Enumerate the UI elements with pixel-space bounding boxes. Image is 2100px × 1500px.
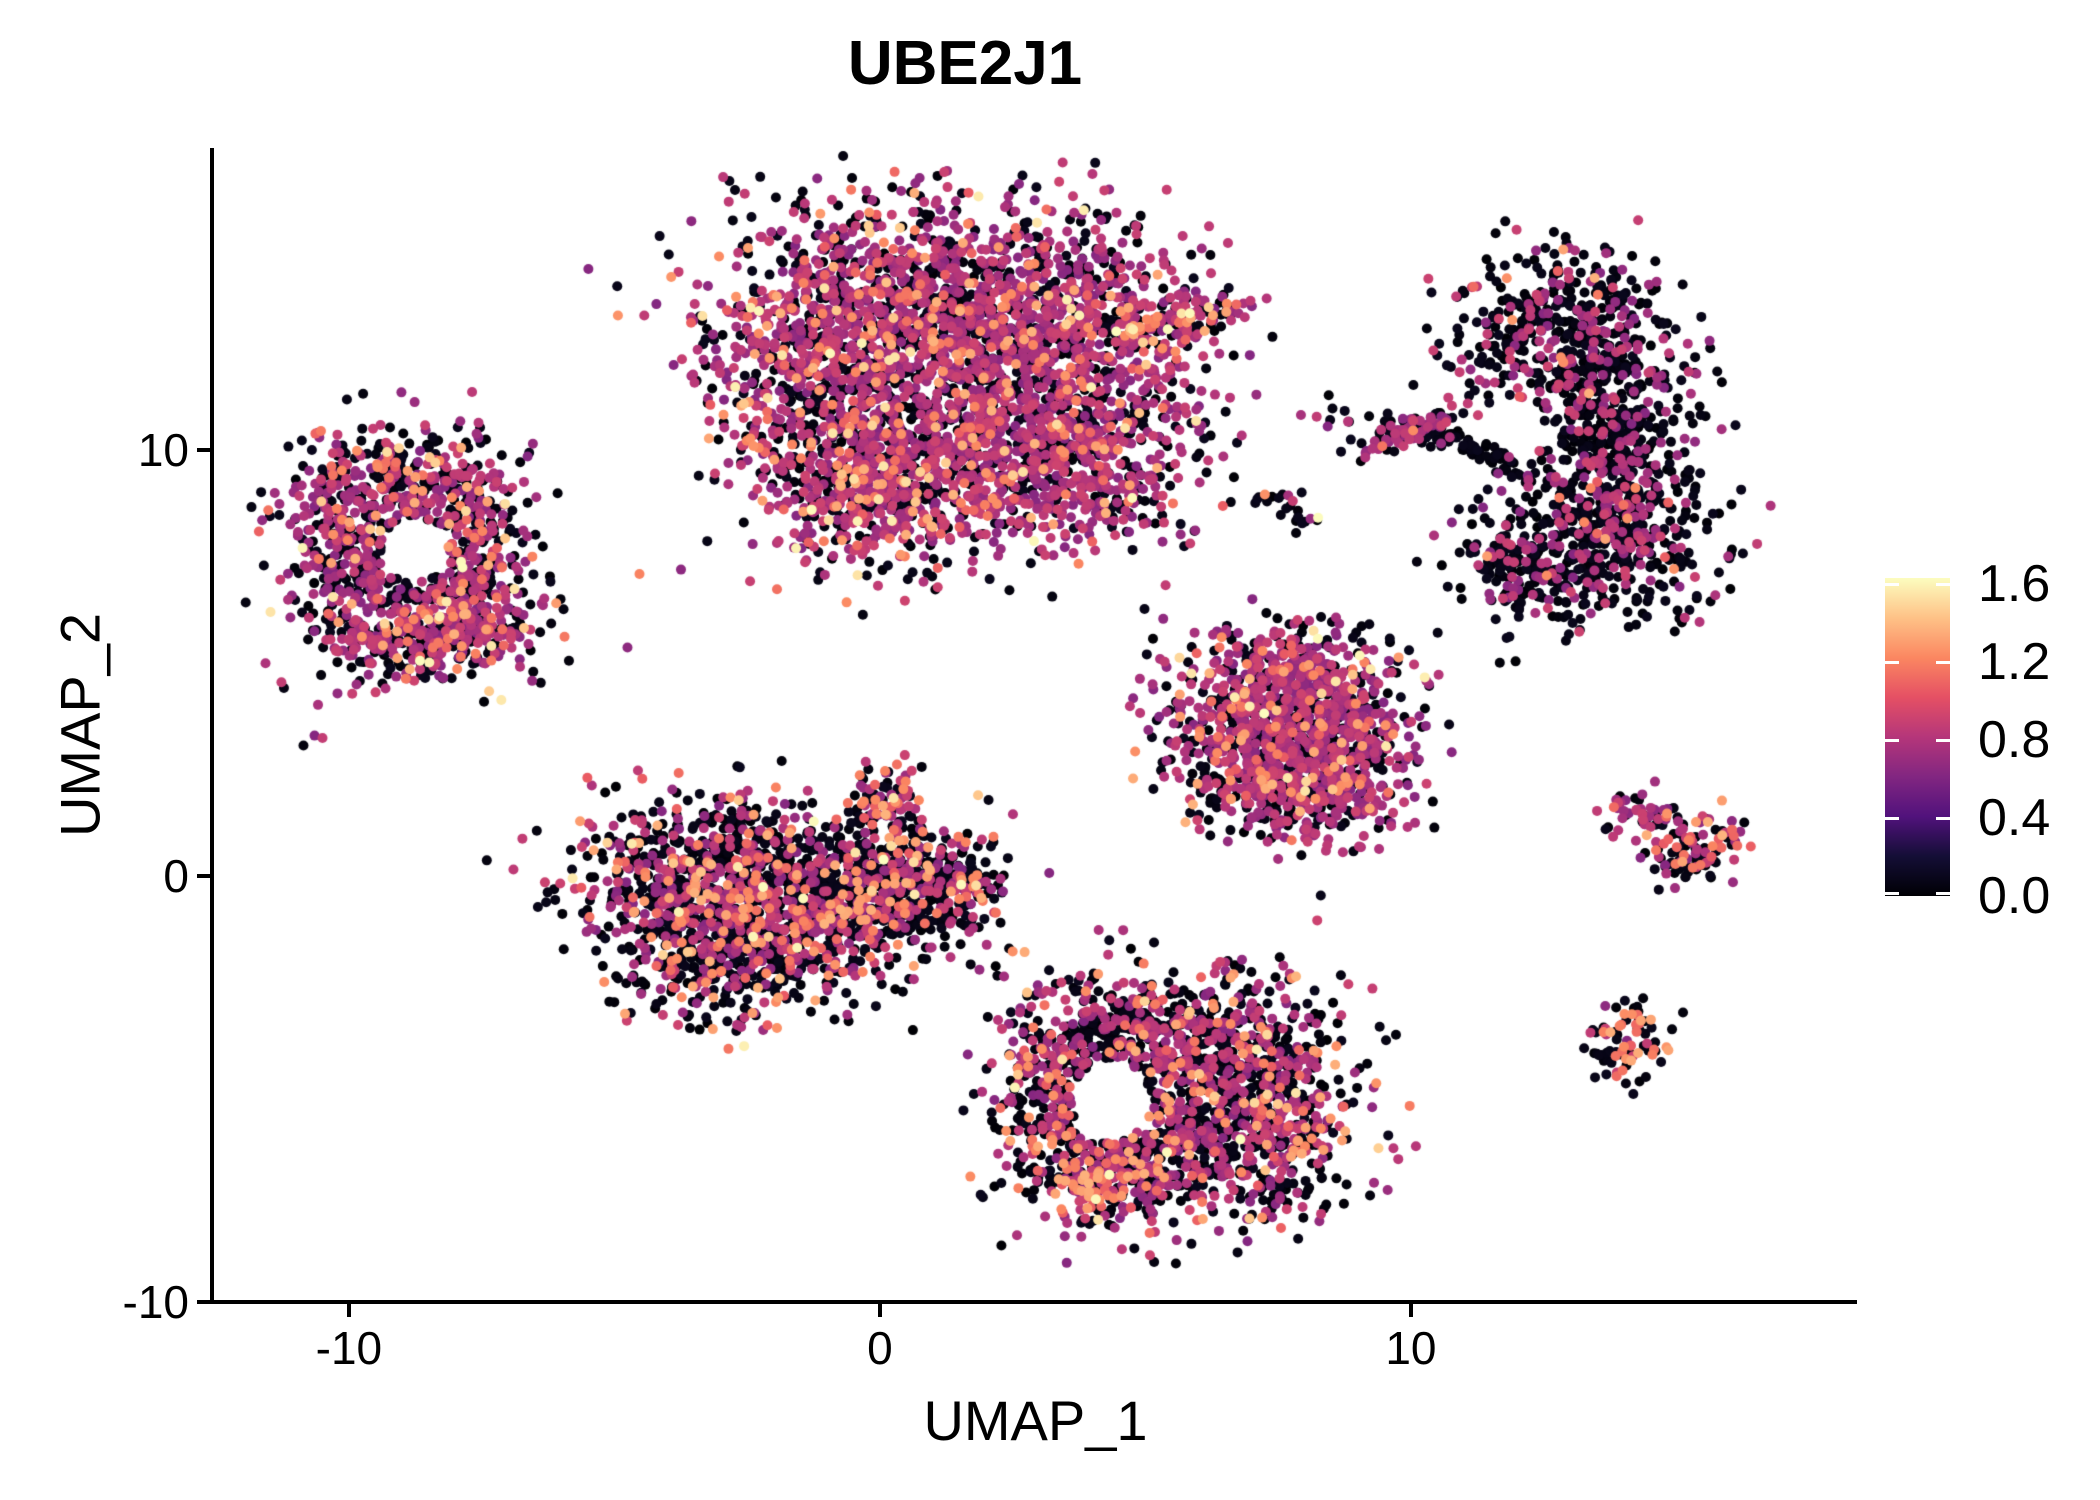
x-axis-line: [210, 1300, 1857, 1304]
y-tick-mark: [197, 874, 210, 878]
y-tick-label: -10: [122, 1276, 189, 1328]
colorbar-tick-mark: [1936, 892, 1950, 895]
colorbar-tick-label: 1.2: [1978, 632, 2051, 691]
colorbar-tick-mark: [1936, 582, 1950, 586]
colorbar-tick-mark: [1885, 816, 1899, 820]
x-tick-label: 10: [1385, 1322, 1437, 1374]
colorbar-tick-mark: [1936, 816, 1950, 820]
colorbar-tick-mark: [1936, 738, 1950, 742]
x-tick-mark: [346, 1304, 351, 1317]
x-tick-label: -10: [315, 1322, 383, 1374]
x-tick-label: 0: [867, 1322, 893, 1374]
x-tick-mark: [1408, 1304, 1413, 1317]
colorbar-tick-label: 1.6: [1978, 554, 2051, 613]
x-axis-title: UMAP_1: [923, 1389, 1148, 1452]
y-axis-title: UMAP_2: [48, 612, 112, 838]
plot-title: UBE2J1: [847, 29, 1083, 98]
colorbar-tick-mark: [1885, 582, 1899, 586]
colorbar-tick-mark: [1936, 660, 1950, 664]
colorbar-tick-label: 0.8: [1978, 710, 2051, 769]
colorbar-tick-mark: [1885, 892, 1899, 895]
colorbar-tick-mark: [1885, 660, 1899, 664]
y-tick-mark: [197, 1300, 210, 1304]
colorbar: [1885, 578, 1950, 896]
colorbar-tick-label: 0.4: [1978, 788, 2051, 847]
y-axis-line: [210, 148, 214, 1304]
x-tick-mark: [877, 1304, 882, 1317]
y-tick-label: 10: [137, 424, 189, 477]
y-tick-label: 0: [163, 850, 189, 902]
y-tick-mark: [197, 448, 210, 453]
colorbar-tick-label: 0.0: [1978, 867, 2051, 925]
colorbar-gradient: [1885, 578, 1950, 896]
colorbar-tick-mark: [1885, 738, 1899, 742]
